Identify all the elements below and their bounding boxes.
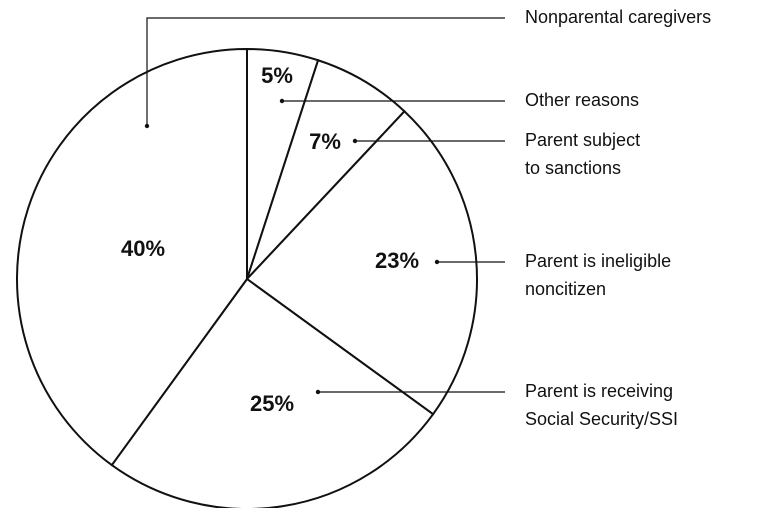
slice-label: Social Security/SSI [525, 409, 678, 429]
value-label: 7% [309, 129, 341, 154]
pie-slice [110, 277, 435, 508]
leader-line [146, 17, 505, 126]
slice-label: Nonparental caregivers [525, 7, 711, 27]
pie-slice [246, 58, 406, 280]
value-label: 25% [250, 391, 294, 416]
slice-label: Parent is ineligible [525, 251, 671, 271]
value-label: 23% [375, 248, 419, 273]
slice-label: Other reasons [525, 90, 639, 110]
slice-label: to sanctions [525, 158, 621, 178]
slice-label: Parent is receiving [525, 381, 673, 401]
pie-slice [16, 47, 248, 467]
pie-slice [245, 109, 478, 416]
value-label: 5% [261, 63, 293, 88]
slice-label: noncitizen [525, 279, 606, 299]
value-label: 40% [121, 236, 165, 261]
slice-label: Parent subject [525, 130, 640, 150]
